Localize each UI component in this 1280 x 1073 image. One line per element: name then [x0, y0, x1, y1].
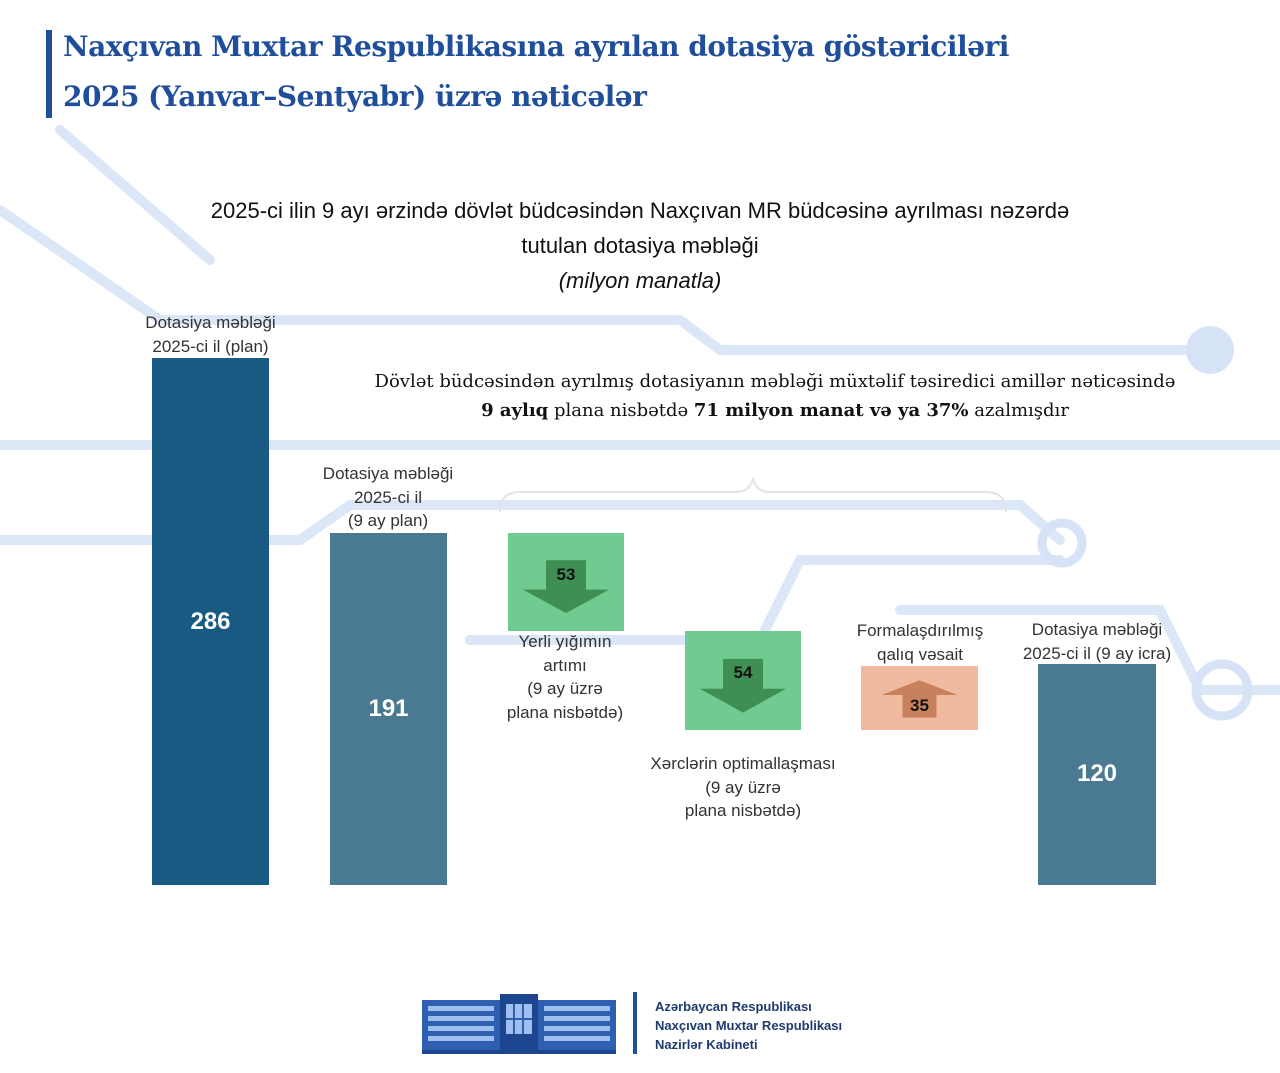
annotation-brace: [499, 477, 1007, 513]
annotation-mid: plana nisbətdə: [548, 400, 694, 421]
page-title-line2: 2025 (Yanvar–Sentyabr) üzrə nəticələr: [63, 80, 647, 113]
label-line: Dotasiya məbləği: [145, 313, 276, 332]
label-line: plana nisbətdə): [506, 702, 624, 722]
bar-plan-9-months-label: Dotasiya məbləği 2025-ci il (9 ay plan): [288, 462, 488, 533]
annotation-line2: 9 aylıq plana nisbətdə 71 milyon manat v…: [300, 400, 1250, 421]
change-label-cost-optimization: Xərclərin optimallaşması (9 ay üzrə plan…: [623, 752, 863, 823]
footer-line3: Nazirlər Kabineti: [655, 1037, 758, 1052]
label-line: 2025-ci il (plan): [152, 336, 269, 356]
change-label-residual-funds: Formalaşdırılmış qalıq vəsait: [830, 619, 1010, 666]
footer-line1: Azərbaycan Respublikası: [655, 999, 812, 1014]
arrow-down-icon: [700, 658, 786, 713]
bar-actual-9-months-label: Dotasiya məbləği 2025-ci il (9 ay icra): [997, 618, 1197, 665]
label-line: Yerli yığımın: [518, 632, 612, 651]
change-box-cost-optimization: 54: [685, 630, 801, 731]
arrow-up-icon: [881, 679, 958, 718]
chart-title-line2: tutulan dotasiya məbləği: [521, 233, 759, 258]
bar-plan-9-months-value: 191: [368, 695, 409, 723]
government-building-logo: [422, 994, 616, 1054]
change-value-local-revenue: 53: [556, 565, 576, 585]
footer-divider: [633, 992, 637, 1054]
change-value-cost-optimization: 54: [733, 663, 753, 683]
label-line: Dotasiya məbləği: [1031, 620, 1163, 639]
annotation-line1: Dövlət büdcəsindən ayrılmış dotasiyanın …: [374, 371, 1176, 392]
chart-title-line1: 2025-ci ilin 9 ayı ərzində dövlət büdcəs…: [210, 198, 1070, 223]
annotation-end: azalmışdır: [968, 400, 1069, 421]
label-line: (9 ay plan): [347, 511, 429, 530]
change-box-residual-funds: 35: [861, 665, 978, 731]
change-value-residual-funds: 35: [910, 696, 929, 716]
annotation-bold-period: 9 aylıq: [481, 400, 549, 421]
label-line: 2025-ci il: [353, 487, 423, 507]
header-accent-bar: [46, 30, 52, 118]
label-line: (9 ay üzrə: [527, 679, 603, 698]
label-line: Xərclərin optimallaşması: [650, 754, 836, 773]
label-line: plana nisbətdə): [684, 801, 802, 820]
annotation-bold-amount: 71 milyon manat və ya 37%: [693, 400, 969, 421]
change-box-local-revenue: 53: [508, 533, 624, 631]
bar-plan-9-months: 191: [330, 533, 447, 885]
label-line: artımı: [543, 655, 587, 675]
label-line: 2025-ci il (9 ay icra): [1022, 643, 1172, 663]
footer-line2: Naxçıvan Muxtar Respublikası: [655, 1018, 843, 1033]
label-line: Formalaşdırılmış: [856, 621, 984, 640]
bar-plan-annual-label: Dotasiya məbləği 2025-ci il (plan): [112, 311, 309, 358]
change-label-local-revenue: Yerli yığımın artımı (9 ay üzrə plana ni…: [465, 630, 665, 724]
label-line: qalıq vəsait: [877, 644, 963, 664]
bar-actual-9-months: 120: [1038, 663, 1156, 885]
bar-plan-annual-value: 286: [190, 607, 231, 635]
bar-actual-9-months-value: 120: [1076, 760, 1118, 788]
arrow-down-icon: [523, 560, 609, 614]
page-title-line1: Naxçıvan Muxtar Respublikasına ayrılan d…: [63, 30, 1009, 63]
chart-unit: (milyon manatla): [558, 268, 722, 293]
bar-plan-annual: 286: [152, 358, 269, 885]
label-line: Dotasiya məbləği: [322, 464, 454, 483]
label-line: (9 ay üzrə: [705, 777, 781, 797]
